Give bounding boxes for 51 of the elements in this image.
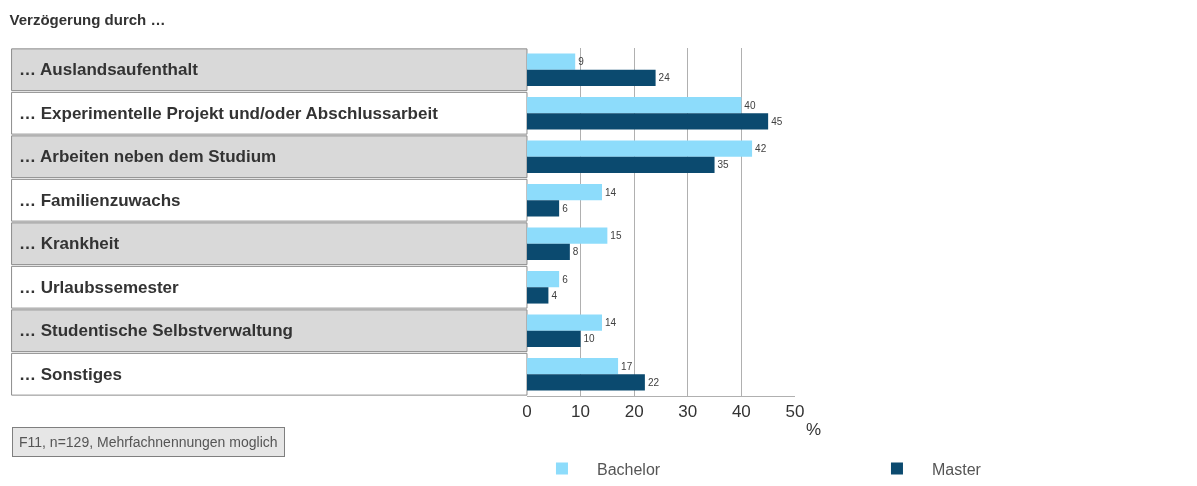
y-tick-label: … Arbeiten neben dem Studium [19, 147, 277, 166]
bar [526, 69, 656, 87]
data-label: 14 [605, 186, 617, 198]
x-tick-label: 20 [624, 402, 644, 422]
bar [526, 140, 753, 157]
y-tick-label: … Krankheit [19, 234, 120, 253]
bar [526, 53, 576, 70]
bar [526, 156, 715, 174]
data-label: 40 [744, 99, 756, 111]
bar [526, 374, 645, 391]
y-tick-label: … Sonstiges [19, 365, 122, 384]
data-label: 24 [658, 72, 671, 84]
bar [526, 270, 560, 288]
x-tick-label: 50 [785, 402, 805, 422]
y-tick-label: … Studentische Selbstverwaltung [19, 321, 293, 340]
data-label: 42 [755, 143, 767, 155]
data-label: 9 [578, 56, 585, 68]
y-tick-label: … Familienzuwachs [19, 191, 181, 210]
data-label: 4 [551, 289, 558, 301]
data-label: 10 [583, 333, 596, 345]
bar [526, 227, 608, 244]
data-label: 45 [771, 115, 783, 127]
data-label: 22 [647, 376, 660, 388]
legend-label: Bachelor [596, 460, 661, 478]
data-label: 15 [610, 230, 622, 242]
bar [526, 96, 742, 114]
legend-label: Master [931, 460, 982, 478]
x-tick-label: 40 [731, 402, 751, 422]
data-label: 8 [572, 246, 579, 258]
bar [526, 357, 619, 375]
data-label: 17 [621, 360, 633, 372]
x-tick-label: 30 [678, 402, 698, 422]
bar [526, 113, 769, 130]
bar [526, 243, 570, 261]
data-label: 6 [562, 202, 569, 214]
bar [526, 183, 602, 201]
text: F11, n=129, Mehrfachnennungen moglich [19, 434, 278, 450]
text: Verzögerung durch … [9, 11, 166, 29]
x-tick-label: 0 [522, 402, 532, 422]
bar [526, 314, 602, 331]
data-label: 35 [717, 159, 730, 171]
y-tick-label: … Urlaubssemester [19, 278, 180, 297]
data-label: 6 [562, 273, 569, 285]
y-tick-label: … Auslandsaufenthalt [19, 60, 199, 79]
bar [526, 200, 560, 217]
y-tick-label: … Experimentelle Projekt und/oder Abschlussarbeit [19, 104, 439, 123]
x-axis-title: % [806, 420, 822, 439]
bar [526, 330, 581, 348]
x-tick-label: 10 [571, 402, 591, 422]
data-label: 14 [605, 317, 617, 329]
bar [526, 287, 549, 304]
